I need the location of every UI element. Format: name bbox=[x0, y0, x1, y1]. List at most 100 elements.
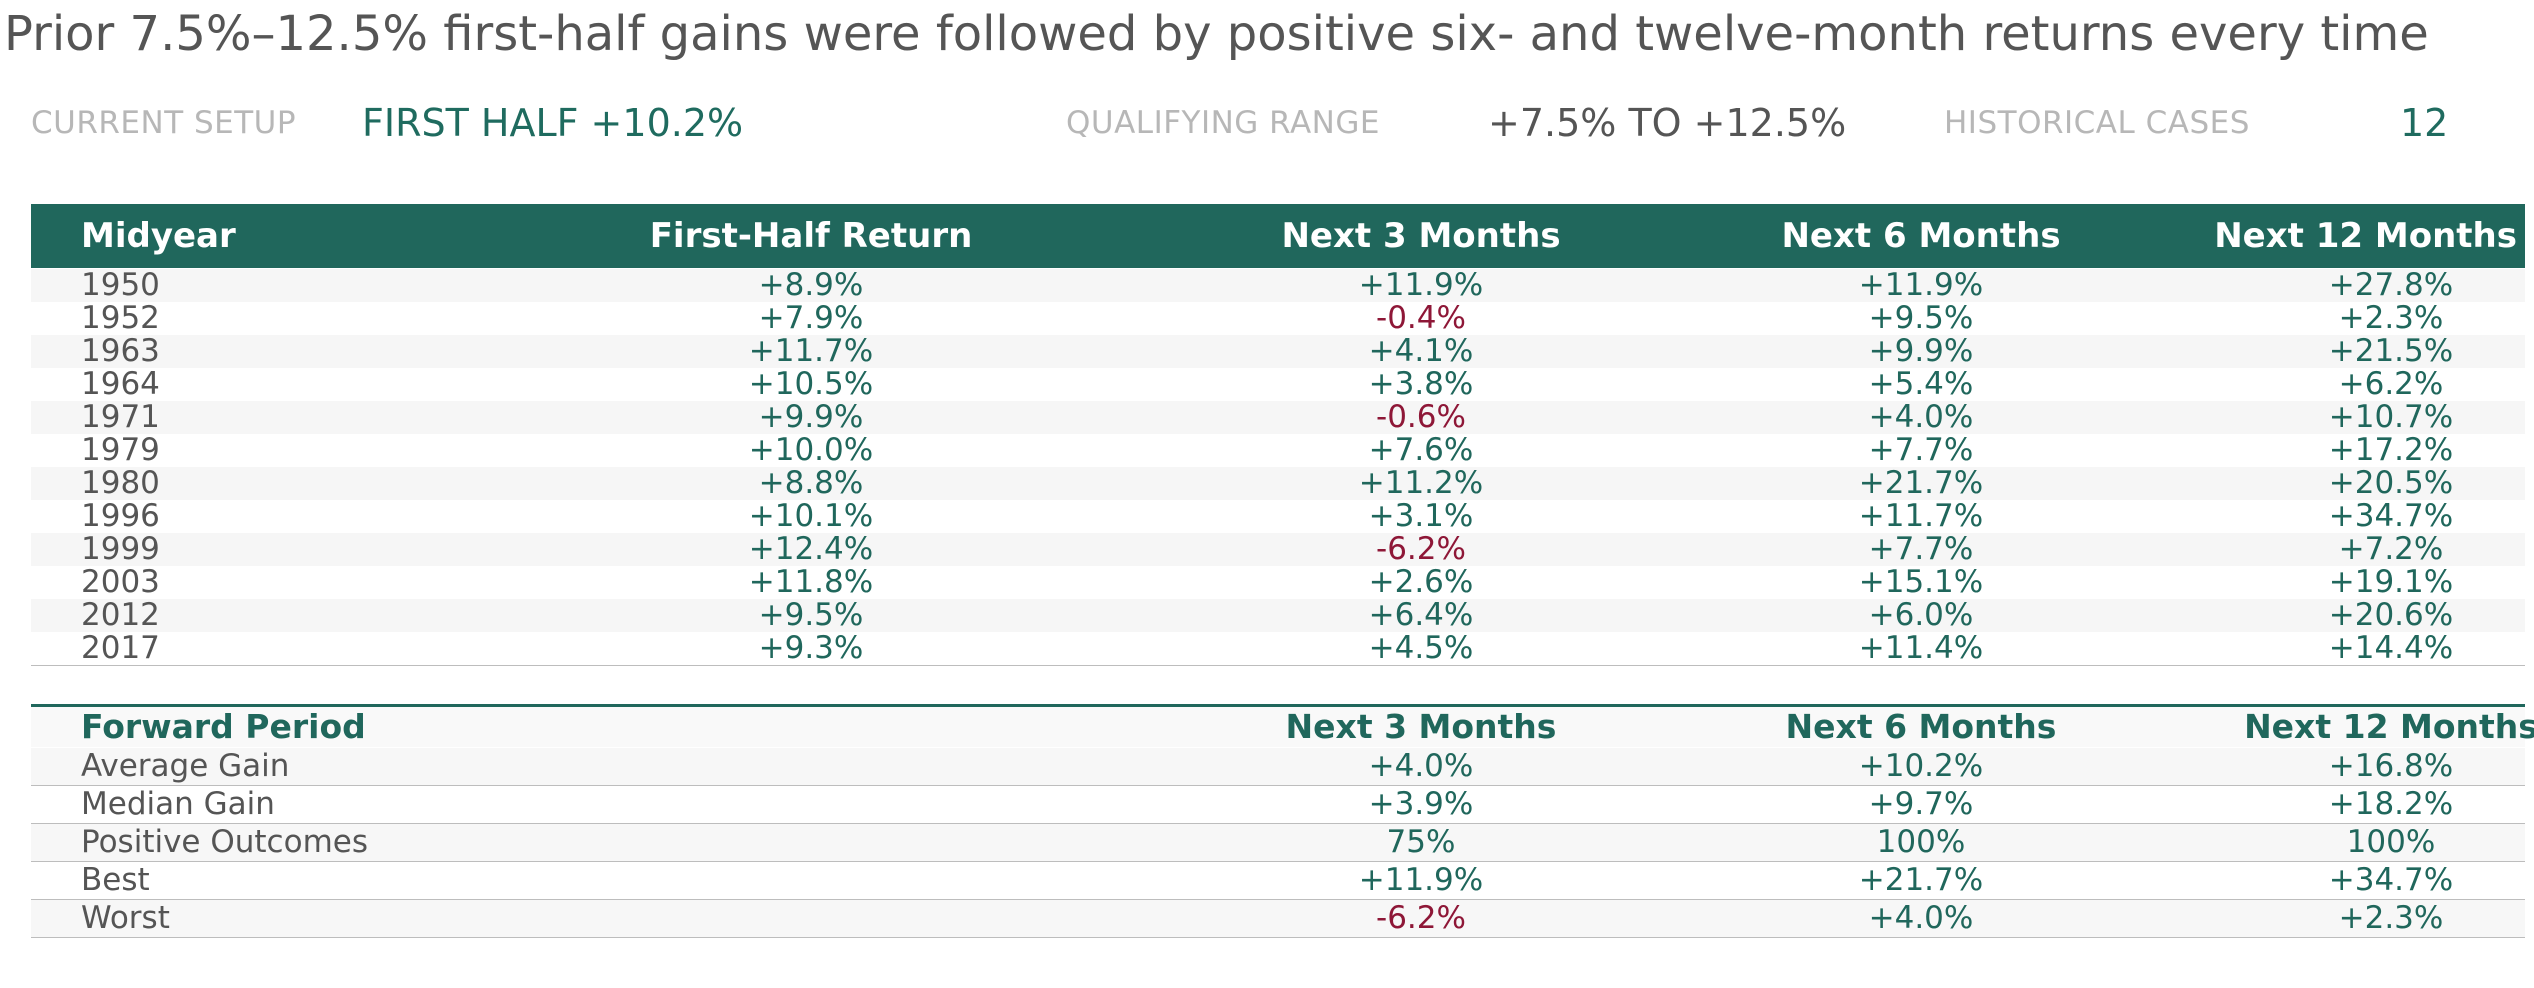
metric-value-cell: 100% bbox=[1876, 824, 1966, 860]
table-header-row: Midyear First-Half Return Next 3 Months Nex… bbox=[31, 204, 2525, 268]
return-cell: +11.2% bbox=[1358, 465, 1484, 501]
column-header: Next 6 Months bbox=[1781, 216, 2061, 256]
return-cell: +6.2% bbox=[2338, 366, 2444, 402]
column-header: Midyear bbox=[81, 216, 236, 256]
metric-value-cell: +18.2% bbox=[2328, 786, 2454, 822]
qualifying-range-value: +7.5% TO +12.5% bbox=[1488, 101, 1847, 145]
return-cell: +11.9% bbox=[1858, 267, 1984, 303]
column-header: Next 3 Months bbox=[1281, 216, 1561, 256]
summary-header-row: Forward Period Next 3 Months Next 6 Months… bbox=[31, 704, 2534, 747]
return-cell: +27.8% bbox=[2328, 267, 2454, 303]
return-cell: +11.4% bbox=[1858, 630, 1984, 666]
metric-value-cell: +16.8% bbox=[2328, 748, 2454, 784]
metric-value-cell: 100% bbox=[2346, 824, 2436, 860]
return-cell: +19.1% bbox=[2328, 564, 2454, 600]
year-cell: 1964 bbox=[81, 366, 160, 402]
summary-row: Best +11.9% +21.7% +34.7% bbox=[31, 862, 2525, 900]
return-cell: +8.8% bbox=[758, 465, 864, 501]
return-cell: +4.5% bbox=[1368, 630, 1474, 666]
year-cell: 2003 bbox=[81, 564, 160, 600]
metric-value-cell: +3.9% bbox=[1368, 786, 1474, 822]
summary-row: Worst -6.2% +4.0% +2.3% bbox=[31, 900, 2525, 938]
table-row: 2003 +11.8% +2.6% +15.1% +19.1% bbox=[31, 566, 2525, 600]
return-cell: +8.9% bbox=[758, 267, 864, 303]
metric-name-cell: Worst bbox=[81, 900, 170, 936]
return-cell: +4.0% bbox=[1868, 399, 1974, 435]
year-cell: 1971 bbox=[81, 399, 160, 435]
return-cell: +11.8% bbox=[748, 564, 874, 600]
metric-value-cell: +34.7% bbox=[2328, 862, 2454, 898]
metric-value-cell: +2.3% bbox=[2338, 900, 2444, 936]
table-row: 2012 +9.5% +6.4% +6.0% +20.6% bbox=[31, 599, 2525, 633]
historical-cases-value: 12 bbox=[2400, 101, 2449, 145]
qualifying-range-label: QUALIFYING RANGE bbox=[1066, 105, 1380, 141]
table-row: 1964 +10.5% +3.8% +5.4% +6.2% bbox=[31, 368, 2525, 402]
return-cell: +7.6% bbox=[1368, 432, 1474, 468]
chart-title: Prior 7.5%–12.5% first-half gains were f… bbox=[4, 6, 2429, 62]
summary-column-header: Forward Period bbox=[81, 707, 366, 746]
column-header: First-Half Return bbox=[649, 216, 973, 256]
year-cell: 1980 bbox=[81, 465, 160, 501]
metric-name-cell: Average Gain bbox=[81, 748, 290, 784]
table-row: 1952 +7.9% -0.4% +9.5% +2.3% bbox=[31, 302, 2525, 336]
return-cell: +11.7% bbox=[1858, 498, 1984, 534]
year-cell: 1950 bbox=[81, 267, 160, 303]
metric-name-cell: Positive Outcomes bbox=[81, 824, 368, 860]
return-cell: +7.7% bbox=[1868, 432, 1974, 468]
return-cell: +5.4% bbox=[1868, 366, 1974, 402]
metric-value-cell: +4.0% bbox=[1368, 748, 1474, 784]
metric-value-cell: +21.7% bbox=[1858, 862, 1984, 898]
table-row: 1980 +8.8% +11.2% +21.7% +20.5% bbox=[31, 467, 2525, 501]
return-cell: -0.6% bbox=[1376, 399, 1466, 435]
return-cell: +10.5% bbox=[748, 366, 874, 402]
return-cell: +12.4% bbox=[748, 531, 874, 567]
return-cell: +9.5% bbox=[1868, 300, 1974, 336]
return-cell: +9.3% bbox=[758, 630, 864, 666]
return-cell: +21.5% bbox=[2328, 333, 2454, 369]
summary-row: Median Gain +3.9% +9.7% +18.2% bbox=[31, 786, 2525, 824]
return-cell: +2.6% bbox=[1368, 564, 1474, 600]
table-row: 1999 +12.4% -6.2% +7.7% +7.2% bbox=[31, 533, 2525, 567]
column-header: Next 12 Months bbox=[2214, 216, 2517, 256]
current-setup-label: CURRENT SETUP bbox=[31, 105, 297, 141]
summary-column-header: Next 12 Months bbox=[2244, 707, 2534, 746]
return-cell: +15.1% bbox=[1858, 564, 1984, 600]
return-cell: +3.8% bbox=[1368, 366, 1474, 402]
return-cell: +11.9% bbox=[1358, 267, 1484, 303]
table-row: 1971 +9.9% -0.6% +4.0% +10.7% bbox=[31, 401, 2525, 435]
summary-column-header: Next 6 Months bbox=[1785, 707, 2057, 746]
metric-value-cell: +11.9% bbox=[1358, 862, 1484, 898]
return-cell: +20.6% bbox=[2328, 597, 2454, 633]
return-cell: +4.1% bbox=[1368, 333, 1474, 369]
return-cell: -6.2% bbox=[1376, 531, 1466, 567]
table-row: 2017 +9.3% +4.5% +11.4% +14.4% bbox=[31, 632, 2525, 666]
metric-value-cell: 75% bbox=[1386, 824, 1456, 860]
year-cell: 2012 bbox=[81, 597, 160, 633]
year-cell: 1963 bbox=[81, 333, 160, 369]
year-cell: 1952 bbox=[81, 300, 160, 336]
return-cell: +17.2% bbox=[2328, 432, 2454, 468]
return-cell: +14.4% bbox=[2328, 630, 2454, 666]
metric-value-cell: -6.2% bbox=[1376, 900, 1466, 936]
return-cell: +2.3% bbox=[2338, 300, 2444, 336]
return-cell: +9.5% bbox=[758, 597, 864, 633]
return-cell: +6.4% bbox=[1368, 597, 1474, 633]
metric-value-cell: +10.2% bbox=[1858, 748, 1984, 784]
return-cell: +10.1% bbox=[748, 498, 874, 534]
historical-cases-label: HISTORICAL CASES bbox=[1944, 105, 2250, 141]
return-cell: +9.9% bbox=[758, 399, 864, 435]
return-cell: +6.0% bbox=[1868, 597, 1974, 633]
return-cell: +9.9% bbox=[1868, 333, 1974, 369]
year-cell: 1999 bbox=[81, 531, 160, 567]
table-row: 1979 +10.0% +7.6% +7.7% +17.2% bbox=[31, 434, 2525, 468]
return-cell: +3.1% bbox=[1368, 498, 1474, 534]
return-cell: +7.7% bbox=[1868, 531, 1974, 567]
year-cell: 2017 bbox=[81, 630, 160, 666]
year-cell: 1979 bbox=[81, 432, 160, 468]
metric-value-cell: +9.7% bbox=[1868, 786, 1974, 822]
return-cell: +20.5% bbox=[2328, 465, 2454, 501]
return-cell: +7.9% bbox=[758, 300, 864, 336]
return-cell: +7.2% bbox=[2338, 531, 2444, 567]
metric-name-cell: Best bbox=[81, 862, 150, 898]
metric-value-cell: +4.0% bbox=[1868, 900, 1974, 936]
